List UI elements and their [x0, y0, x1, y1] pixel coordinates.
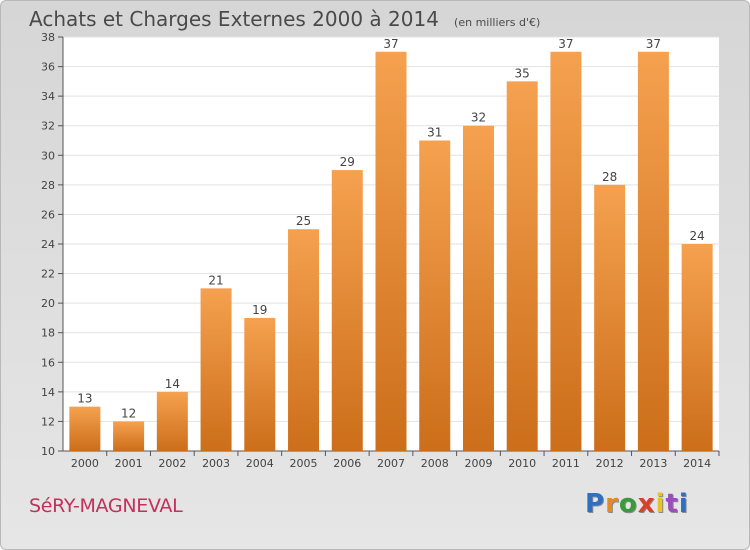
bar	[681, 244, 713, 451]
data-label: 35	[515, 66, 530, 80]
y-tick-label: 22	[41, 268, 55, 281]
y-tick-label: 12	[41, 415, 55, 428]
data-label: 37	[558, 37, 573, 51]
x-tick-label: 2007	[377, 457, 405, 470]
logo-letter: x	[637, 489, 656, 519]
data-label: 32	[471, 111, 486, 125]
bar	[200, 288, 232, 451]
bar	[594, 184, 626, 451]
y-tick-label: 26	[41, 208, 55, 221]
chart-subtitle: (en milliers d'€)	[454, 16, 541, 29]
chart-title: Achats et Charges Externes 2000 à 2014	[29, 7, 439, 31]
y-tick-label: 32	[41, 120, 55, 133]
proxiti-logo: Proxiti	[585, 489, 689, 519]
y-tick-label: 34	[41, 90, 55, 103]
data-label: 19	[252, 303, 267, 317]
data-label: 31	[427, 126, 442, 140]
x-tick-label: 2001	[115, 457, 143, 470]
x-tick-label: 2009	[464, 457, 492, 470]
x-tick-label: 2002	[158, 457, 186, 470]
data-label: 37	[646, 37, 661, 51]
data-label: 12	[121, 406, 136, 420]
bar	[375, 51, 407, 452]
bar	[288, 229, 320, 451]
x-tick-label: 2011	[552, 457, 580, 470]
logo-letter: P	[585, 489, 606, 519]
data-label: 14	[165, 377, 180, 391]
x-tick-label: 2012	[596, 457, 624, 470]
bar	[331, 170, 363, 452]
y-tick-label: 20	[41, 297, 55, 310]
x-tick-label: 2003	[202, 457, 230, 470]
data-label: 28	[602, 170, 617, 184]
bar	[462, 125, 494, 451]
y-tick-label: 30	[41, 149, 55, 162]
y-tick-label: 16	[41, 356, 55, 369]
chart-header: Achats et Charges Externes 2000 à 2014 (…	[29, 7, 540, 31]
y-tick-label: 14	[41, 386, 55, 399]
bar	[506, 81, 538, 451]
y-tick-label: 36	[41, 61, 55, 74]
bar	[156, 391, 188, 451]
data-label: 37	[383, 37, 398, 51]
x-tick-label: 2004	[246, 457, 274, 470]
y-tick-label: 24	[41, 238, 55, 251]
logo-letter: i	[655, 489, 666, 519]
x-tick-label: 2008	[421, 457, 449, 470]
x-tick-label: 2000	[71, 457, 99, 470]
data-label: 24	[689, 229, 704, 243]
y-tick-label: 28	[41, 179, 55, 192]
data-label: 25	[296, 214, 311, 228]
x-tick-label: 2013	[639, 457, 667, 470]
x-tick-label: 2006	[333, 457, 361, 470]
x-tick-label: 2014	[683, 457, 711, 470]
commune-name: SéRY-MAGNEVAL	[29, 495, 183, 517]
data-label: 29	[340, 155, 355, 169]
logo-letter: r	[605, 489, 619, 519]
logo-letter: i	[678, 489, 689, 519]
logo-letter: o	[618, 489, 638, 519]
bar	[637, 51, 669, 452]
bar	[419, 140, 451, 451]
bar	[244, 317, 276, 451]
logo-letter: t	[665, 489, 679, 519]
y-tick-label: 10	[41, 445, 55, 458]
bar	[113, 421, 145, 451]
data-label: 13	[77, 392, 92, 406]
data-label: 21	[208, 273, 223, 287]
bar	[69, 406, 101, 451]
y-tick-label: 18	[41, 327, 55, 340]
y-tick-label: 38	[41, 31, 55, 44]
bar	[550, 51, 582, 452]
x-tick-label: 2010	[508, 457, 536, 470]
x-tick-label: 2005	[290, 457, 318, 470]
